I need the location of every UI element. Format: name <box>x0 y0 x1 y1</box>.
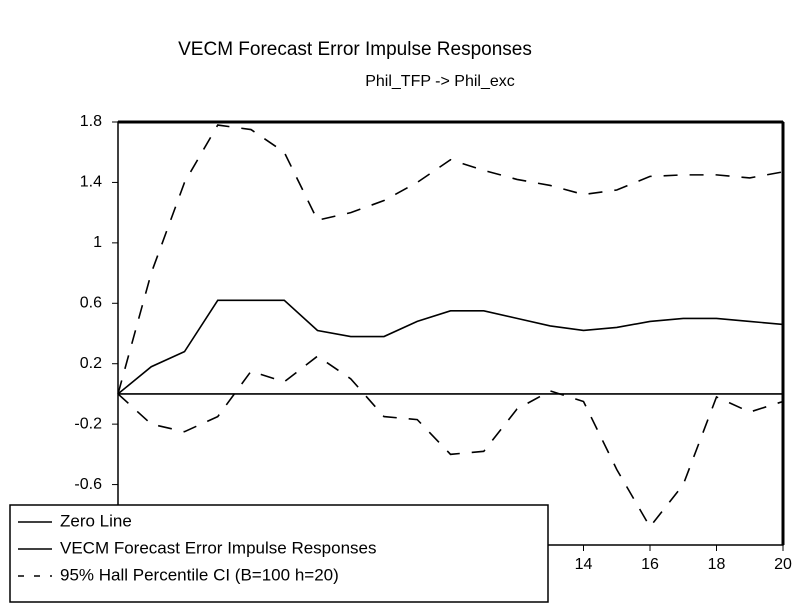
y-tick-label: 0.6 <box>80 295 102 312</box>
y-tick-label: 1.4 <box>80 174 102 191</box>
y-tick-label: 1 <box>93 234 102 251</box>
y-tick-label: -0.2 <box>74 415 102 432</box>
series-line <box>117 299 784 395</box>
x-tick-label: 14 <box>575 556 593 573</box>
x-tick-label: 18 <box>708 556 726 573</box>
x-tick-label: 16 <box>641 556 659 573</box>
plot-frame <box>117 121 784 546</box>
legend-label: Zero Line <box>60 511 132 530</box>
x-tick-label: 20 <box>774 556 792 573</box>
y-tick-label: 0.2 <box>80 355 102 372</box>
chart-subtitle: Phil_TFP -> Phil_exc <box>365 73 515 90</box>
legend-label: 95% Hall Percentile CI (B=100 h=20) <box>60 565 339 584</box>
chart-title: VECM Forecast Error Impulse Responses <box>178 39 532 60</box>
y-tick-label: -0.6 <box>74 476 102 493</box>
series-line <box>117 355 784 529</box>
series-line <box>117 124 784 395</box>
legend-label: VECM Forecast Error Impulse Responses <box>60 538 377 557</box>
legend-box <box>9 504 549 603</box>
y-tick-label: 1.8 <box>80 113 102 130</box>
